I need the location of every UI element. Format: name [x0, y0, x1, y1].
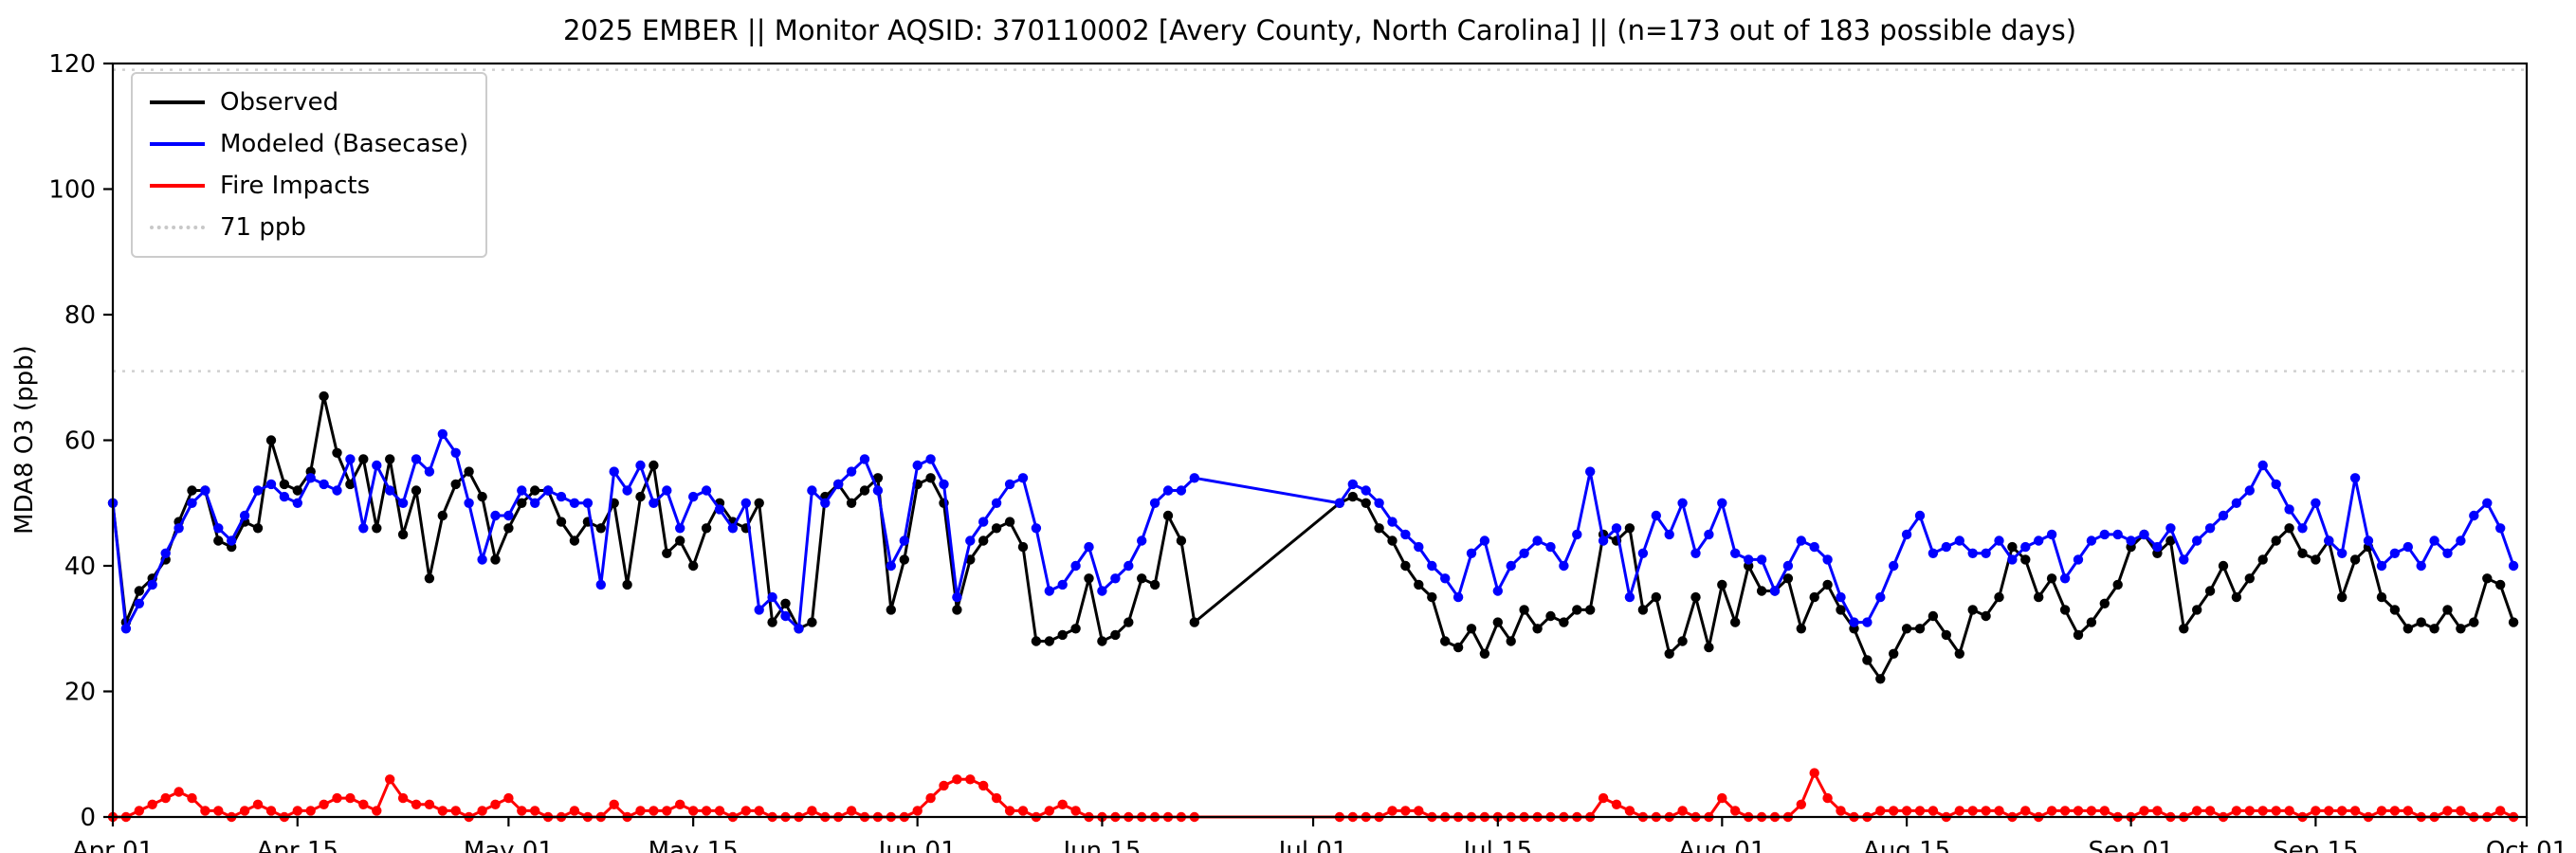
series-modeled-basecase-: [107, 428, 2519, 634]
y-axis-label: MDA8 O3 (ppb): [10, 345, 39, 535]
legend: Observed Modeled (Basecase) Fire Impacts 71…: [131, 72, 488, 258]
x-tick-label: Aug 15: [1863, 837, 1950, 853]
legend-line-swatch: [150, 142, 205, 146]
series-markers: [107, 390, 2519, 684]
x-tick-label: Jun 15: [1061, 837, 1141, 853]
series-fire-impacts: [107, 768, 2519, 823]
legend-item: Observed: [150, 83, 468, 121]
legend-line-swatch: [150, 100, 205, 104]
plot-area: 0 20 40 60 80 100 120 Apr 01 Apr 15 May 01 May 15 J…: [48, 50, 2567, 853]
x-tick-label: Oct 01: [2486, 837, 2567, 853]
x-tick-label: Jul 15: [1461, 837, 1532, 853]
legend-item: Modeled (Basecase): [150, 125, 468, 163]
series-markers: [107, 428, 2519, 634]
x-tick-label: Apr 01: [72, 837, 154, 853]
legend-item: 71 ppb: [150, 209, 468, 246]
x-tick-label: Aug 01: [1678, 837, 1765, 853]
x-tick-label: May 01: [464, 837, 554, 853]
x-tick-label: Sep 15: [2273, 837, 2358, 853]
y-tick-label: 80: [64, 301, 96, 330]
chart-title: 2025 EMBER || Monitor AQSID: 370110002 […: [563, 14, 2076, 46]
legend-label: Modeled (Basecase): [220, 130, 469, 158]
legend-item: Fire Impacts: [150, 167, 468, 205]
legend-label: Fire Impacts: [220, 172, 371, 200]
y-tick-label: 40: [64, 553, 96, 581]
series-line: [111, 430, 2515, 634]
y-tick-label: 0: [80, 804, 96, 832]
y-tick-label: 60: [64, 427, 96, 456]
legend-line-swatch: [150, 184, 205, 188]
series-markers: [107, 768, 2519, 823]
x-tick-label: Jun 01: [877, 837, 957, 853]
y-tick-label: 120: [48, 50, 96, 79]
legend-label: Observed: [220, 88, 339, 117]
x-tick-label: Sep 01: [2088, 837, 2173, 853]
x-tick-label: May 15: [649, 837, 739, 853]
y-tick-label: 100: [48, 176, 96, 205]
legend-dotted-line-swatch: [150, 226, 205, 229]
y-tick-label: 20: [64, 679, 96, 707]
x-tick-label: Apr 15: [257, 837, 338, 853]
series-observed: [107, 390, 2519, 684]
series-line: [111, 395, 2515, 682]
x-tick-label: Jul 01: [1277, 837, 1348, 853]
legend-label: 71 ppb: [220, 213, 306, 242]
